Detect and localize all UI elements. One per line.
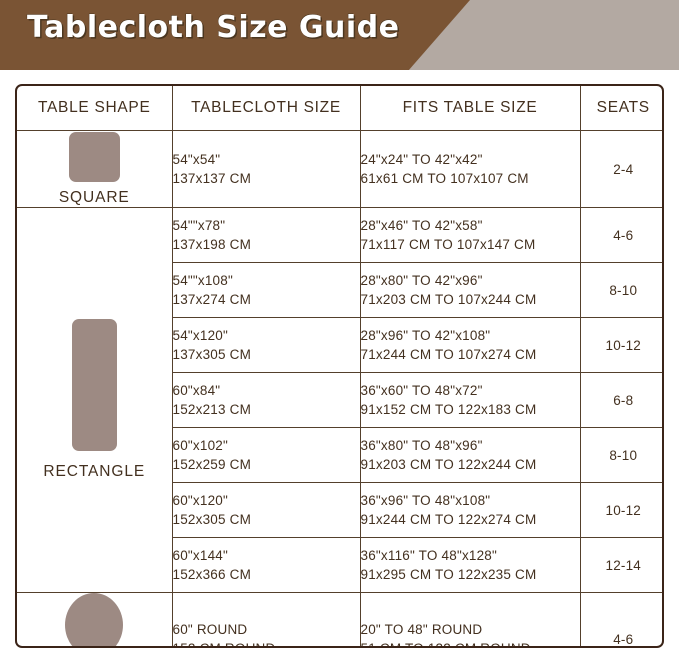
fits-table-size-cell: 28"x96" TO 42"x108" 71x244 CM TO 107x274… (359, 317, 581, 373)
fits-table-size-cell: 36"x96" TO 48"x108" 91x244 CM TO 122x274… (359, 482, 581, 538)
banner-brown-shape (0, 0, 470, 70)
tablecloth-size-cell: 60" ROUND 152 CM ROUND (171, 592, 361, 646)
seats-cell: 8-10 (579, 262, 662, 318)
table-row: 54""x108" 137x274 CM 28"x80" TO 42"x96" … (17, 262, 662, 318)
fits-table-size-cell: 36"x116" TO 48"x128" 91x295 CM TO 122x23… (359, 537, 581, 593)
shape-cell-rectangle: RECTANGLE (17, 207, 173, 593)
header-banner: Tablecloth Size Guide (0, 0, 679, 70)
table-row: 54"x120" 137x305 CM 28"x96" TO 42"x108" … (17, 317, 662, 373)
table-row: SQUARE 54"x54" 137x137 CM 24"x24" TO 42"… (17, 130, 662, 208)
square-shape-icon (68, 131, 120, 182)
tablecloth-size-cell: 60"x84" 152x213 CM (172, 372, 361, 428)
fits-table-size-cell: 36"x80" TO 48"x96" 91x203 CM TO 122x244 … (359, 427, 581, 483)
seats-cell: 12-14 (579, 537, 662, 593)
column-header-seats: SEATS (579, 86, 662, 131)
table-header-row: TABLE SHAPE TABLECLOTH SIZE FITS TABLE S… (17, 86, 662, 131)
table-row: ROUND 60" ROUND 152 CM ROUND 20" TO 48" … (17, 592, 662, 646)
seats-cell: 2-4 (579, 130, 662, 208)
shape-label-square: SQUARE (58, 188, 130, 206)
shape-label-rectangle: RECTANGLE (43, 463, 146, 480)
seats-cell: 4-6 (579, 592, 662, 646)
size-guide-table-container: TABLE SHAPE TABLECLOTH SIZE FITS TABLE S… (15, 84, 664, 648)
shape-cell-square: SQUARE (17, 130, 173, 208)
fits-table-size-cell: 28"x80" TO 42"x96" 71x203 CM TO 107x244 … (359, 262, 581, 318)
tablecloth-size-cell: 60"x120" 152x305 CM (172, 482, 361, 538)
seats-cell: 6-8 (579, 372, 662, 428)
seats-cell: 8-10 (579, 427, 662, 483)
column-header-fits-table-size: FITS TABLE SIZE (359, 86, 581, 131)
rectangle-shape-icon (71, 319, 117, 451)
table-row: 60"x102" 152x259 CM 36"x80" TO 48"x96" 9… (17, 427, 662, 483)
seats-cell: 4-6 (579, 207, 662, 263)
tablecloth-size-cell: 54""x108" 137x274 CM (172, 262, 361, 318)
fits-table-size-cell: 24"x24" TO 42"x42" 61x61 CM TO 107x107 C… (359, 130, 581, 208)
table-row: 60"x144" 152x366 CM 36"x116" TO 48"x128"… (17, 537, 662, 593)
shape-cell-round: ROUND (17, 592, 173, 646)
tablecloth-size-cell: 54"x54" 137x137 CM (171, 130, 361, 208)
column-header-table-shape: TABLE SHAPE (17, 86, 173, 131)
tablecloth-size-cell: 54""x78" 137x198 CM (171, 207, 361, 263)
page-title: Tablecloth Size Guide (27, 10, 400, 45)
tablecloth-size-cell: 60"x144" 152x366 CM (172, 537, 361, 593)
size-guide-table: TABLE SHAPE TABLECLOTH SIZE FITS TABLE S… (17, 86, 662, 646)
fits-table-size-cell: 36"x60" TO 48"x72" 91x152 CM TO 122x183 … (359, 372, 581, 428)
table-row: RECTANGLE 54""x78" 137x198 CM 28"x46" TO… (17, 207, 662, 593)
fits-table-size-cell: 28"x46" TO 42"x58" 71x117 CM TO 107x147 … (359, 207, 581, 263)
round-shape-icon (65, 593, 124, 646)
column-header-tablecloth-size: TABLECLOTH SIZE (171, 86, 361, 131)
seats-cell: 10-12 (579, 317, 662, 373)
fits-table-size-cell: 20" TO 48" ROUND 51 CM TO 122 CM ROUND (359, 592, 581, 646)
tablecloth-size-cell: 54"x120" 137x305 CM (172, 317, 361, 373)
tablecloth-size-cell: 60"x102" 152x259 CM (172, 427, 361, 483)
seats-cell: 10-12 (579, 482, 662, 538)
